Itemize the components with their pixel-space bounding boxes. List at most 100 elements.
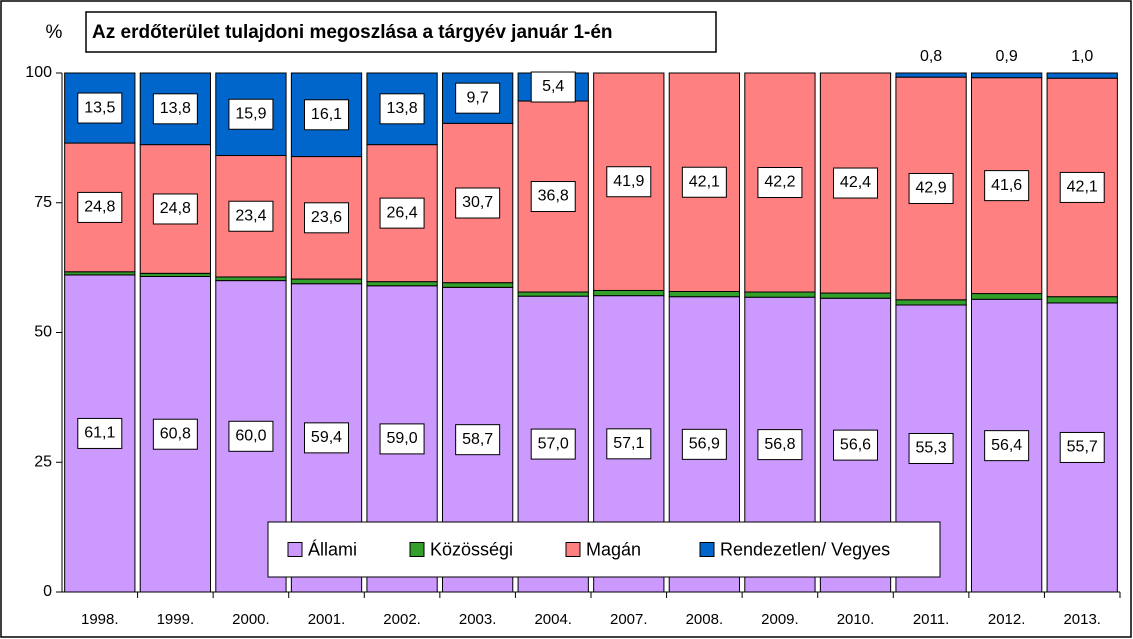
- legend-label: Állami: [308, 539, 357, 559]
- y-tick-label: 100: [25, 64, 52, 81]
- bar-segment: [668, 290, 740, 298]
- value-label-box: [757, 167, 803, 199]
- value-label-box: [228, 420, 274, 452]
- value-label: 13,8: [387, 100, 418, 117]
- x-tick-label: 2008.: [686, 611, 724, 628]
- value-label: 57,0: [538, 435, 569, 452]
- x-tick-label: 2009.: [761, 611, 799, 628]
- value-label: 5,4: [542, 78, 564, 95]
- x-tick-label: 2002.: [383, 611, 421, 628]
- x-tick-label: 2001.: [308, 611, 346, 628]
- value-label-box: [304, 422, 349, 454]
- value-label: 61,1: [84, 425, 115, 442]
- value-label: 42,4: [840, 174, 871, 191]
- value-label: 56,4: [991, 437, 1022, 454]
- value-label-box: [228, 200, 274, 232]
- value-label-box: [757, 429, 803, 461]
- value-label: 58,7: [462, 431, 493, 448]
- value-label-box: [379, 197, 425, 229]
- value-label: 60,8: [160, 425, 191, 442]
- value-label: 0,9: [996, 48, 1018, 65]
- value-label: 56,6: [840, 436, 871, 453]
- value-label: 42,2: [764, 174, 795, 191]
- value-label: 56,9: [689, 436, 720, 453]
- bar-segment: [819, 292, 892, 299]
- value-label-box: [152, 418, 198, 450]
- value-label-box: [530, 71, 576, 103]
- bar-segment: [744, 291, 816, 298]
- value-label: 36,8: [538, 188, 569, 205]
- value-label-box: [77, 191, 123, 223]
- x-tick-label: 2013.: [1063, 611, 1101, 628]
- value-label: 41,9: [613, 173, 644, 190]
- value-label: 9,7: [467, 89, 489, 106]
- value-label-box: [455, 424, 501, 456]
- value-label-box: [304, 202, 349, 234]
- value-label: 13,8: [160, 100, 191, 117]
- x-tick-label: 2011.: [913, 611, 949, 628]
- value-label-box: [606, 166, 652, 198]
- value-label-box: [379, 93, 425, 125]
- value-label: 26,4: [387, 204, 418, 221]
- bar-segment: [593, 289, 665, 297]
- y-tick-label: 0: [43, 583, 52, 600]
- value-label-box: [681, 166, 727, 198]
- value-label-box: [984, 430, 1030, 462]
- value-label: 1,0: [1071, 48, 1093, 65]
- value-label: 0,8: [920, 48, 942, 65]
- x-tick-label: 2004.: [534, 611, 572, 628]
- bar-segment: [442, 282, 514, 288]
- bar-segment: [971, 72, 1043, 79]
- value-label: 16,1: [311, 106, 342, 123]
- value-label: 15,9: [235, 105, 266, 122]
- value-label-box: [304, 99, 349, 131]
- value-label-box: [152, 193, 198, 225]
- bar-segment: [517, 291, 589, 297]
- chart-title: Az erdőterület tulajdoni megoszlása a tá…: [92, 22, 613, 43]
- y-axis-label: %: [46, 22, 63, 43]
- value-label-box: [1059, 171, 1105, 203]
- value-label: 41,6: [991, 177, 1022, 194]
- x-tick-label: 2012.: [988, 611, 1026, 628]
- value-label-box: [530, 181, 576, 213]
- value-label-box: [606, 428, 652, 460]
- bar-segment: [895, 299, 967, 306]
- legend-swatch: [565, 542, 581, 557]
- value-label-box: [908, 432, 954, 464]
- value-label: 55,3: [916, 440, 947, 457]
- value-label: 60,0: [235, 428, 266, 445]
- value-label-box: [984, 170, 1030, 202]
- value-label-box: [1059, 431, 1105, 463]
- value-label: 24,8: [160, 200, 191, 217]
- x-tick-label: 2010.: [837, 611, 875, 628]
- value-label-box: [530, 428, 576, 460]
- bar-segment: [215, 276, 287, 282]
- bar-segment: [290, 278, 363, 285]
- value-label-box: [455, 187, 501, 219]
- value-label-box: [833, 167, 878, 199]
- legend-swatch: [287, 542, 303, 557]
- value-label-box: [681, 428, 727, 460]
- value-label: 57,1: [613, 435, 644, 452]
- x-tick-label: 2000.: [232, 611, 270, 628]
- value-label: 23,6: [311, 209, 342, 226]
- value-label: 59,4: [311, 429, 342, 446]
- value-label: 55,7: [1067, 439, 1098, 456]
- value-label-box: [379, 423, 425, 455]
- value-label-box: [455, 82, 501, 114]
- value-label: 59,0: [387, 430, 418, 447]
- value-label-box: [228, 98, 274, 130]
- value-label-box: [77, 92, 123, 124]
- bar-segment: [895, 72, 967, 78]
- value-label: 56,8: [764, 436, 795, 453]
- y-tick-label: 75: [34, 194, 52, 211]
- legend-box: [267, 521, 941, 578]
- bar-segment: [1046, 72, 1118, 79]
- x-tick-label: 2003.: [459, 611, 497, 628]
- y-tick-label: 25: [34, 453, 52, 470]
- bar-segment: [971, 293, 1043, 300]
- legend-swatch: [699, 542, 715, 557]
- value-label: 23,4: [235, 207, 266, 224]
- value-label: 42,9: [916, 180, 947, 197]
- x-tick-label: 1999.: [157, 611, 195, 628]
